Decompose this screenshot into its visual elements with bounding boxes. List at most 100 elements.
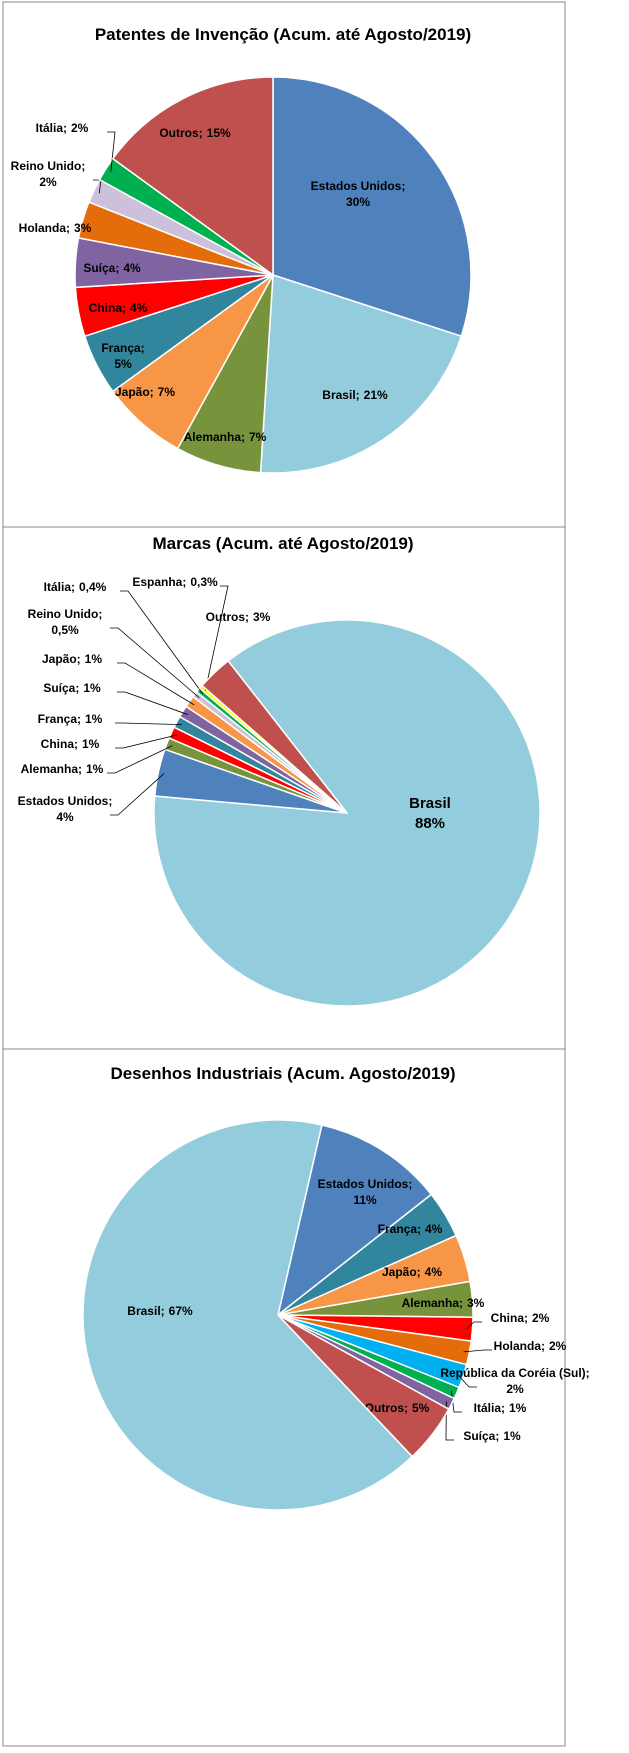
label-category: Itália	[44, 580, 72, 594]
label-separator: ;	[115, 261, 119, 275]
label-separator: ;	[75, 681, 79, 695]
label-value: 30%	[346, 195, 370, 209]
data-label: Outros;5%	[365, 1401, 430, 1415]
label-category: Alemanha	[184, 430, 242, 444]
data-label: Brasil;21%	[322, 388, 388, 402]
label-separator: ;	[356, 388, 360, 402]
label-separator: ;	[182, 575, 186, 589]
label-value: 1%	[85, 652, 103, 666]
label-separator: ;	[66, 221, 70, 235]
label-category: Suíça	[463, 1429, 495, 1443]
label-category: Outros	[159, 126, 199, 140]
label-value: 3%	[74, 221, 92, 235]
label-value: 1%	[83, 681, 101, 695]
leader-line	[120, 591, 203, 694]
label-value: 21%	[364, 388, 388, 402]
label-separator: ;	[241, 430, 245, 444]
data-label: Itália; 1%	[474, 1401, 527, 1415]
label-value: 7%	[158, 385, 176, 399]
label-category: China	[491, 1311, 525, 1325]
chart-title: Desenhos Industriais (Acum. Agosto/2019)	[110, 1064, 455, 1083]
label-category: França	[101, 341, 141, 355]
label-value: 11%	[353, 1193, 377, 1207]
label-value: 5%	[412, 1401, 430, 1415]
label-category: Reino Unido	[11, 159, 82, 173]
label-category: Japão	[115, 385, 150, 399]
data-label: Outros;15%	[159, 126, 231, 140]
label-value: 4%	[425, 1222, 443, 1236]
label-separator: ;	[495, 1429, 499, 1443]
label-separator: ;	[501, 1401, 505, 1415]
label-separator: ;	[71, 580, 75, 594]
label-value: 1%	[82, 737, 100, 751]
leader-line	[117, 692, 188, 715]
label-value: 2%	[71, 121, 89, 135]
label-category: Outros	[206, 610, 246, 624]
label-category: França	[378, 1222, 418, 1236]
data-label: Outros;3%	[206, 610, 271, 624]
data-label: República da Coréia (Sul);2%	[440, 1366, 589, 1396]
label-value: 0,4%	[79, 580, 107, 594]
label-separator: ;	[74, 737, 78, 751]
label-separator: ;	[417, 1222, 421, 1236]
label-category: Brasil	[409, 795, 451, 812]
data-label: Japão;4%	[382, 1265, 442, 1279]
data-label: Holanda;2%	[494, 1339, 567, 1353]
label-separator: ;	[63, 121, 67, 135]
label-value: 1%	[86, 762, 104, 776]
label-separator: ;	[77, 712, 81, 726]
data-label: Reino Unido;0,5%	[28, 607, 103, 637]
label-category: Suíça	[43, 681, 75, 695]
label-category: República da Coréia (Sul)	[440, 1366, 585, 1380]
data-label: Holanda;3%	[19, 221, 92, 235]
data-label: Brasil;67%	[127, 1304, 193, 1318]
data-label: Alemanha; 3%	[402, 1296, 485, 1310]
chart-title: Marcas (Acum. até Agosto/2019)	[152, 534, 413, 553]
label-value: 0,3%	[190, 575, 218, 589]
label-value: 5%	[114, 357, 132, 371]
label-separator: ;	[78, 762, 82, 776]
data-label: Itália; 0,4%	[44, 580, 107, 594]
label-value: 3%	[467, 1296, 485, 1310]
data-label: China;1%	[41, 737, 100, 751]
label-separator: ;	[586, 1366, 590, 1380]
label-separator: ;	[98, 607, 102, 621]
label-category: Itália	[36, 121, 64, 135]
label-value: 7%	[249, 430, 267, 444]
label-separator: ;	[141, 341, 145, 355]
label-category: Estados Unidos	[311, 179, 402, 193]
label-separator: ;	[524, 1311, 528, 1325]
data-label: Suíça; 1%	[463, 1429, 521, 1443]
label-category: Itália	[474, 1401, 502, 1415]
label-separator: ;	[408, 1177, 412, 1191]
label-value: 1%	[503, 1429, 521, 1443]
data-label: Suíça; 4%	[83, 261, 141, 275]
label-value: 1%	[509, 1401, 527, 1415]
label-value: 2%	[549, 1339, 567, 1353]
label-value: 1%	[85, 712, 103, 726]
label-value: 67%	[169, 1304, 193, 1318]
label-separator: ;	[417, 1265, 421, 1279]
label-separator: ;	[404, 1401, 408, 1415]
label-separator: ;	[108, 794, 112, 808]
label-category: Alemanha	[402, 1296, 460, 1310]
label-separator: ;	[150, 385, 154, 399]
label-value: 4%	[130, 301, 148, 315]
label-category: Japão	[382, 1265, 417, 1279]
label-separator: ;	[459, 1296, 463, 1310]
label-value: 15%	[207, 126, 231, 140]
label-category: Espanha	[132, 575, 182, 589]
label-value: 4%	[123, 261, 141, 275]
label-category: Alemanha	[21, 762, 79, 776]
data-label: Estados Unidos; 4%	[18, 794, 113, 824]
label-separator: ;	[401, 179, 405, 193]
data-label: China;2%	[491, 1311, 550, 1325]
label-value: 4%	[56, 810, 74, 824]
data-label: França; 4%	[378, 1222, 443, 1236]
leader-line	[115, 723, 182, 725]
label-category: Estados Unidos	[18, 794, 109, 808]
data-label: França;1%	[38, 712, 103, 726]
data-label: Japão; 7%	[115, 385, 175, 399]
label-category: Suíça	[83, 261, 115, 275]
